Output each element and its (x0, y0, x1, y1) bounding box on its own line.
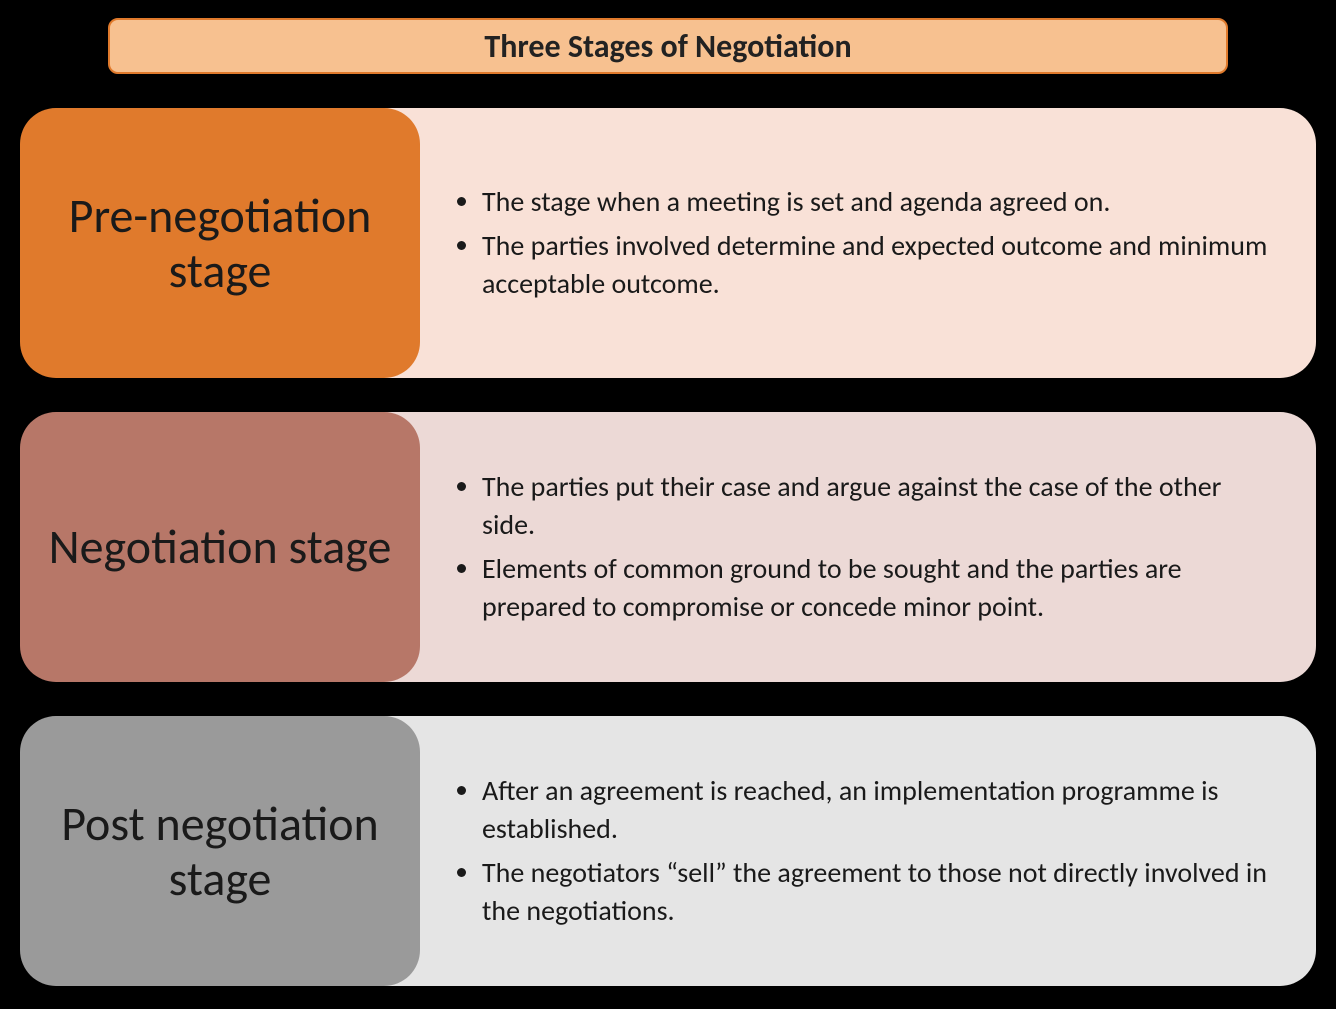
stage-label: Negotiation stage (20, 412, 420, 682)
stage-body: After an agreement is reached, an implem… (384, 716, 1316, 986)
stage-label: Post negotiation stage (20, 716, 420, 986)
stage-row: Pre-negotiation stage The stage when a me… (0, 108, 1336, 378)
stage-bullet: The parties involved determine and expec… (482, 227, 1276, 303)
stage-bullets: After an agreement is reached, an implem… (454, 766, 1276, 935)
stage-bullet: The negotiators “sell” the agreement to … (482, 854, 1276, 930)
stage-row: Post negotiation stage After an agreement… (0, 716, 1336, 986)
stage-bullets: The stage when a meeting is set and agen… (454, 177, 1276, 308)
stages-container: Pre-negotiation stage The stage when a me… (0, 108, 1336, 986)
stage-body: The stage when a meeting is set and agen… (384, 108, 1316, 378)
stage-bullets: The parties put their case and argue aga… (454, 462, 1276, 631)
stage-label: Pre-negotiation stage (20, 108, 420, 378)
stage-bullet: The stage when a meeting is set and agen… (482, 183, 1276, 221)
title-bar: Three Stages of Negotiation (108, 18, 1228, 74)
stage-row: Negotiation stage The parties put their c… (0, 412, 1336, 682)
stage-bullet: After an agreement is reached, an implem… (482, 772, 1276, 848)
stage-bullet: Elements of common ground to be sought a… (482, 550, 1276, 626)
stage-bullet: The parties put their case and argue aga… (482, 468, 1276, 544)
stage-body: The parties put their case and argue aga… (384, 412, 1316, 682)
diagram-canvas: Three Stages of Negotiation Pre-negotiat… (0, 0, 1336, 1009)
